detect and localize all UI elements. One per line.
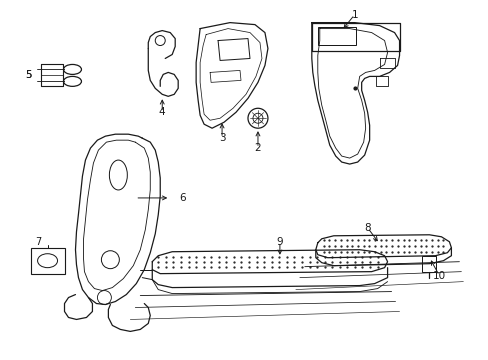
Text: 5: 5 <box>25 71 32 80</box>
Bar <box>422 256 436 272</box>
Text: 10: 10 <box>432 271 445 281</box>
Text: 1: 1 <box>351 10 357 20</box>
Text: 7: 7 <box>36 237 41 247</box>
Text: 9: 9 <box>276 237 283 247</box>
Text: 6: 6 <box>179 193 185 203</box>
Text: 8: 8 <box>364 223 370 233</box>
Text: 4: 4 <box>159 107 165 117</box>
Bar <box>317 27 355 45</box>
Text: 3: 3 <box>218 133 225 143</box>
Text: 2: 2 <box>254 143 261 153</box>
Bar <box>31 248 64 274</box>
Text: 5: 5 <box>25 71 32 80</box>
